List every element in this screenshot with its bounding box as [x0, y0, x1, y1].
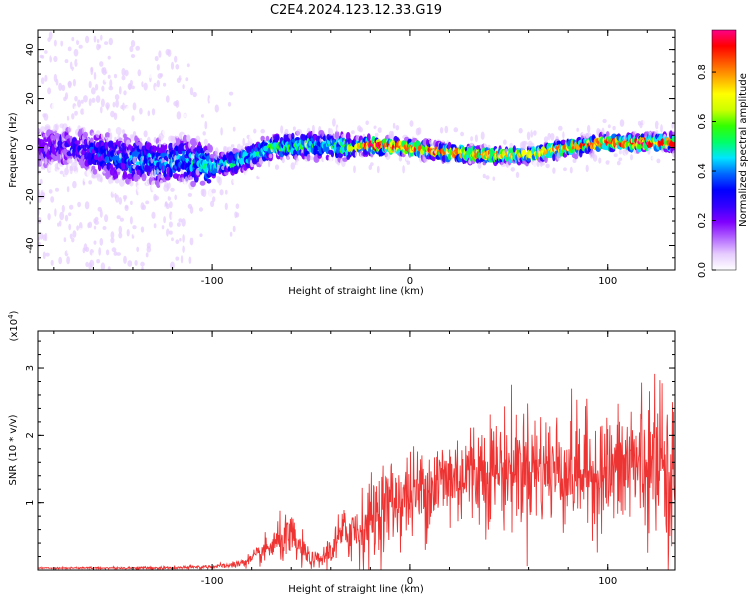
heatmap-panel: -100 0 100 -40 -20 0 20 40 Height of straight l…: [8, 29, 676, 297]
heatmap-xtick-label: 0: [407, 276, 413, 287]
colorbar-tick-label: 0.0: [697, 262, 708, 278]
heatmap-cells: [38, 31, 675, 270]
snr-multiplier-exp: 4: [7, 314, 15, 319]
colorbar-tick-label: 0.4: [697, 163, 708, 179]
snr-series-line: [38, 373, 675, 570]
heatmap-ytick-label: 0: [25, 144, 36, 150]
snr-multiplier: (x104): [7, 310, 20, 341]
snr-xlabel: Height of straight line (km): [288, 584, 424, 595]
snr-ytick-label: 2: [25, 432, 36, 438]
heatmap-ytick-label: 40: [25, 43, 36, 56]
colorbar-gradient: [711, 29, 737, 271]
heatmap-ticks: -100 0 100 -40 -20 0 20 40: [25, 30, 675, 287]
snr-xtick-label: 100: [598, 576, 617, 587]
heatmap-ytick-label: -40: [25, 237, 36, 253]
colorbar-tick-label: 0.8: [697, 64, 708, 80]
colorbar-ticks: 0.0 0.2 0.4 0.6 0.8: [697, 64, 716, 278]
colorbar-tick-label: 0.6: [697, 114, 708, 130]
heatmap-frame: [37, 29, 676, 271]
colorbar-tick-label: 0.2: [697, 213, 708, 229]
snr-xtick-label: -100: [201, 576, 224, 587]
heatmap-xtick-label: -100: [201, 276, 224, 287]
snr-ytick-label: 3: [25, 365, 36, 371]
figure-title: C2E4.2024.123.12.33.G19: [270, 3, 442, 18]
snr-frame: [37, 330, 676, 571]
colorbar: 0.0 0.2 0.4 0.6 0.8 Normalized spectral ampl…: [697, 29, 749, 278]
snr-ylabel: SNR (10 * v/v): [8, 414, 19, 485]
heatmap-xlabel: Height of straight line (km): [288, 286, 424, 297]
snr-panel: -100 0 100 1 2 3 Height of straight line (km)…: [7, 310, 676, 595]
heatmap-xtick-label: 100: [598, 276, 617, 287]
colorbar-label: Normalized spectral amplitude: [738, 73, 749, 227]
snr-ticks: -100 0 100 1 2 3: [25, 331, 675, 587]
snr-ytick-label: 1: [25, 499, 36, 505]
snr-xtick-label: 0: [407, 576, 413, 587]
heatmap-ytick-label: -20: [25, 188, 36, 204]
snr-line: [38, 373, 675, 570]
heatmap-ytick-label: 20: [25, 92, 36, 105]
heatmap-ylabel: Frequency (Hz): [8, 112, 19, 188]
